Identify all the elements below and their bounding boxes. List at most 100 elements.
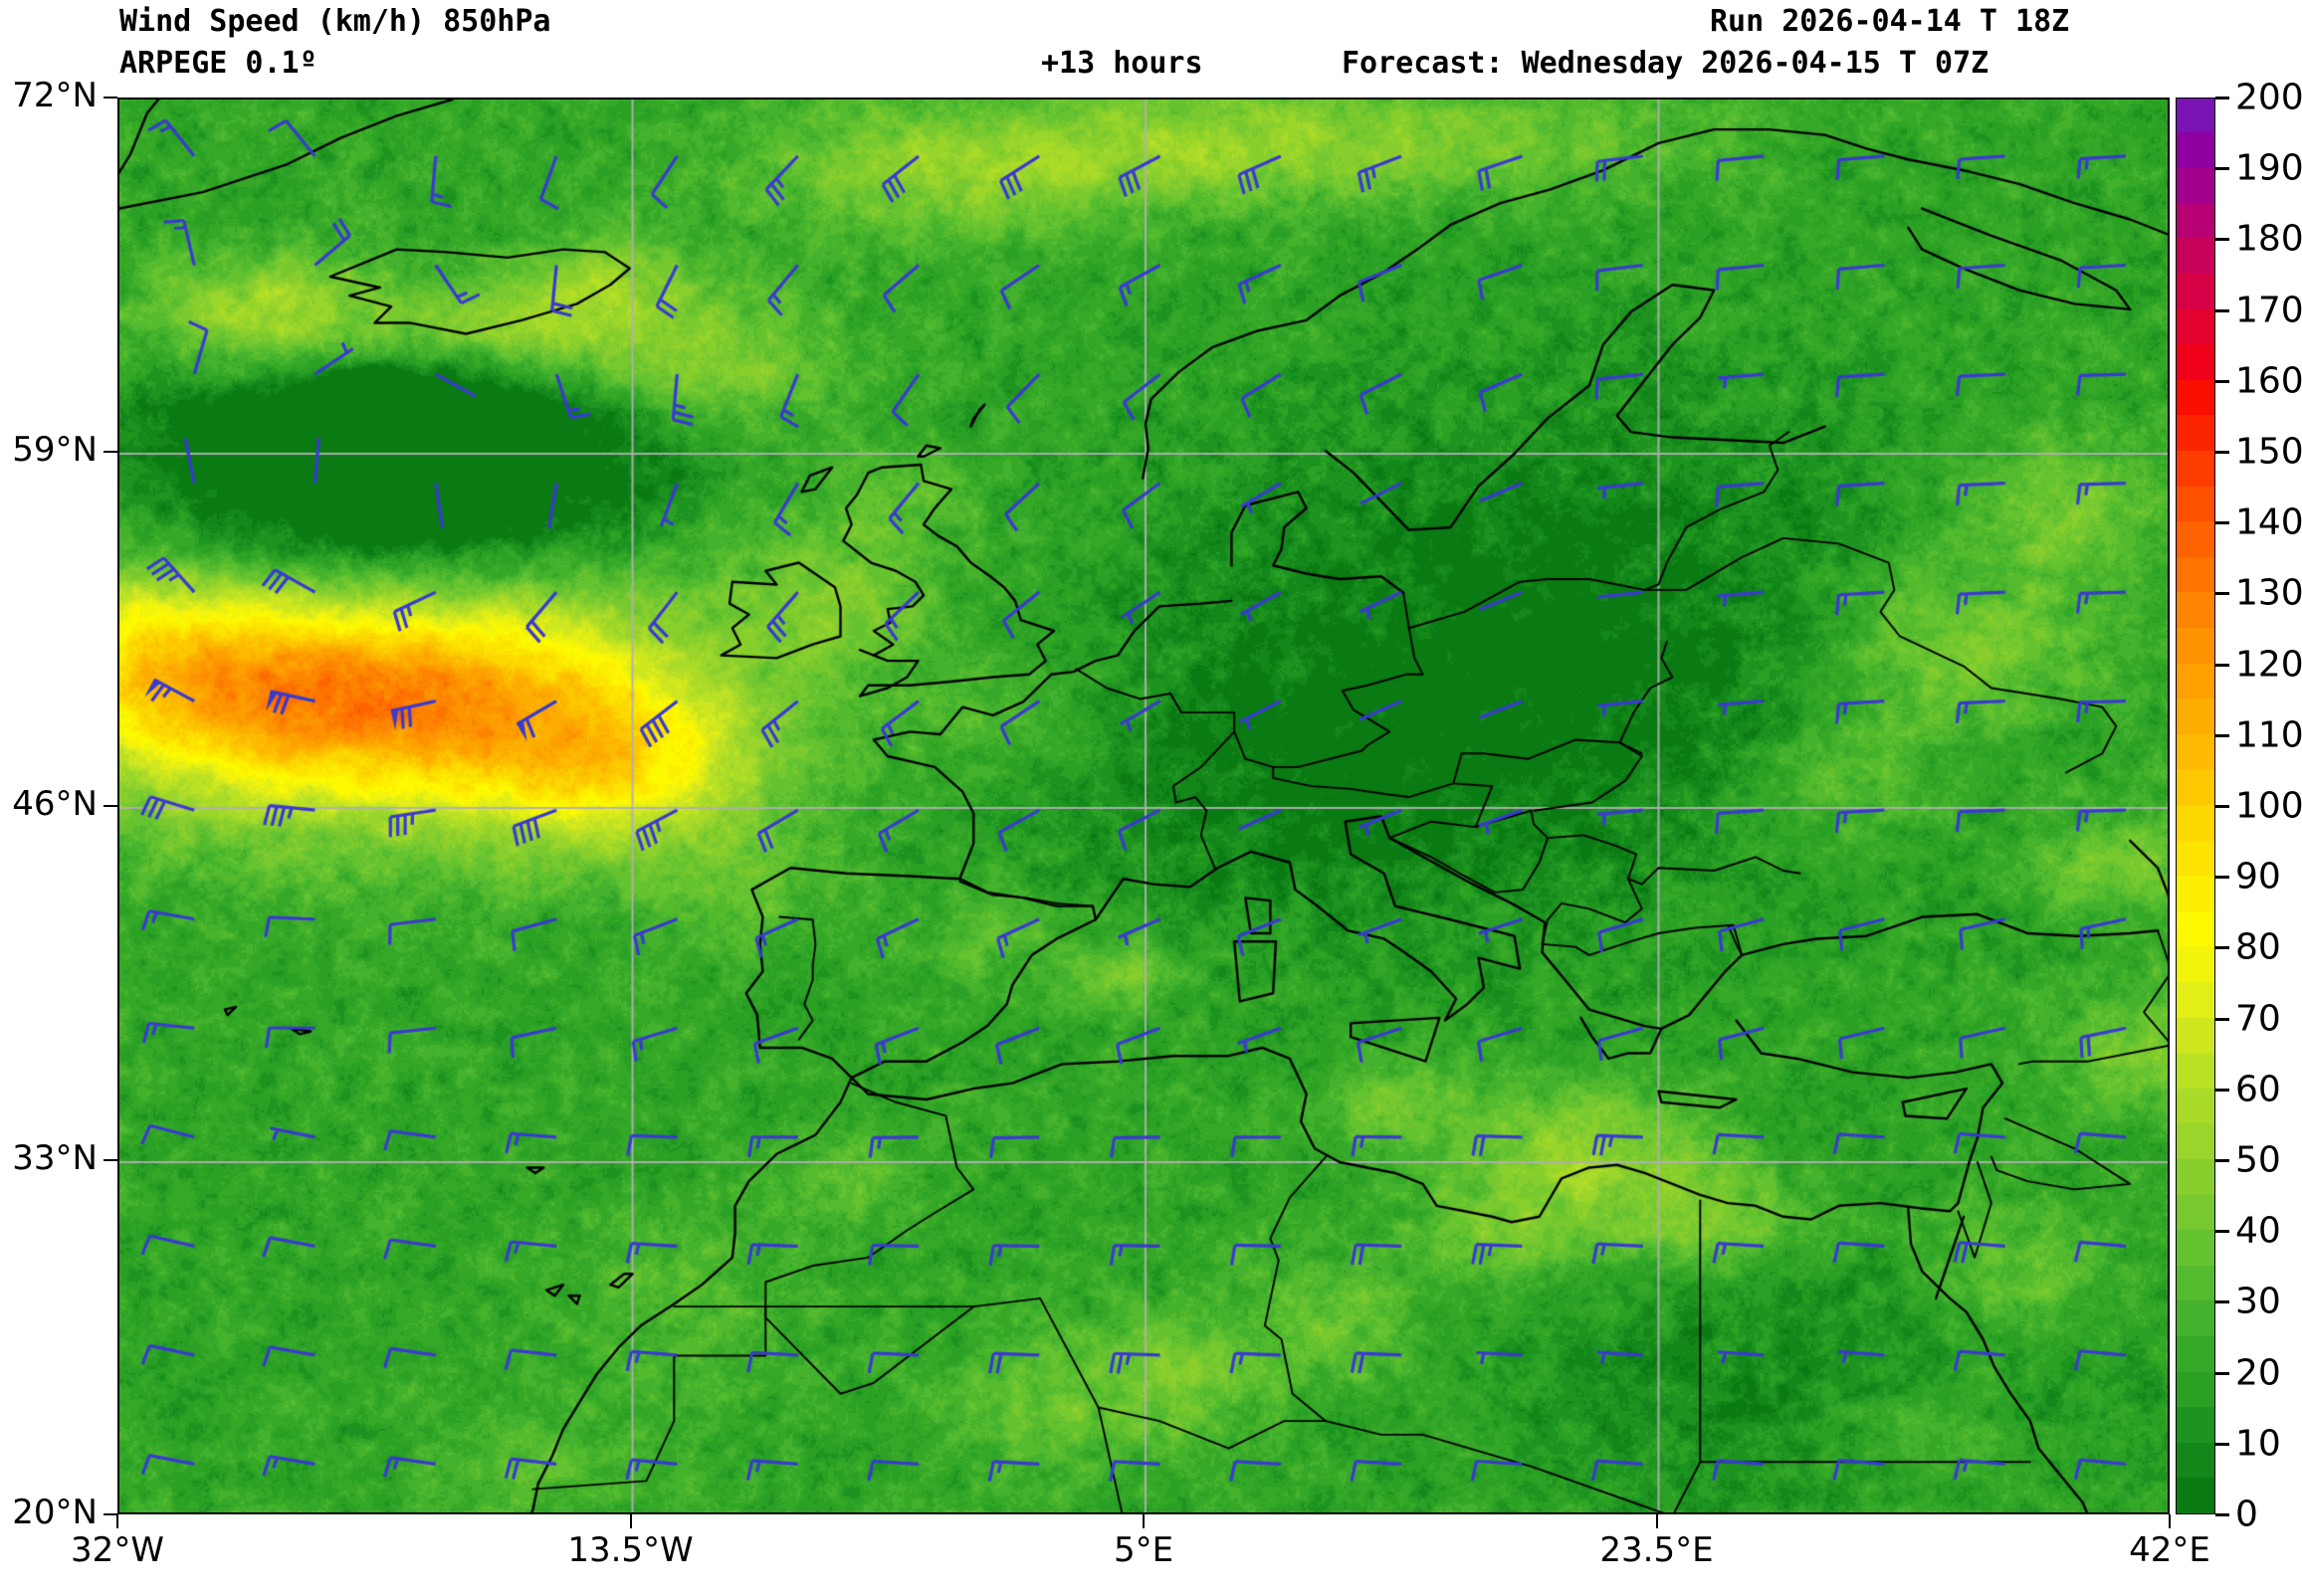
colorbar-tick-label: 110 <box>2235 714 2302 756</box>
colorbar-tick-label: 150 <box>2235 431 2302 473</box>
colorbar-tick <box>2215 733 2229 737</box>
colorbar-band <box>2177 484 2214 522</box>
colorbar-band <box>2177 1263 2214 1301</box>
longitude-tick-label: 13.5°W <box>567 1530 694 1570</box>
colorbar-tick-label: 20 <box>2235 1352 2281 1394</box>
colorbar-band <box>2177 306 2214 345</box>
colorbar-tick <box>2215 238 2229 242</box>
colorbar-tick-label: 180 <box>2235 218 2302 260</box>
colorbar-tick <box>2215 1017 2229 1021</box>
latitude-tick <box>104 451 117 453</box>
colorbar-band <box>2177 802 2214 841</box>
colorbar-tick <box>2215 1513 2229 1516</box>
colorbar-band <box>2177 589 2214 628</box>
colorbar-band <box>2177 235 2214 274</box>
colorbar-band <box>2177 873 2214 911</box>
colorbar-tick-label: 10 <box>2235 1423 2281 1465</box>
colorbar-band <box>2177 838 2214 877</box>
colorbar-tick-label: 190 <box>2235 147 2302 189</box>
map-plot-area <box>117 98 2170 1514</box>
latitude-tick-label: 33°N <box>12 1138 98 1178</box>
colorbar-band <box>2177 1297 2214 1336</box>
colorbar-band <box>2177 1015 2214 1054</box>
longitude-tick <box>1143 1514 1145 1528</box>
colorbar-tick <box>2215 663 2229 667</box>
longitude-tick-label: 5°E <box>1113 1530 1174 1570</box>
longitude-tick-label: 42°E <box>2129 1530 2210 1570</box>
latitude-tick <box>104 97 117 99</box>
colorbar-tick-label: 70 <box>2235 998 2281 1040</box>
colorbar-tick-label: 200 <box>2235 77 2302 118</box>
colorbar-tick <box>2215 167 2229 171</box>
colorbar-band <box>2177 1404 2214 1443</box>
colorbar-band <box>2177 341 2214 380</box>
latitude-tick-label: 20°N <box>12 1493 98 1532</box>
colorbar-tick <box>2215 876 2229 880</box>
colorbar-tick <box>2215 379 2229 383</box>
colorbar-band <box>2177 625 2214 664</box>
colorbar-tick <box>2215 1088 2229 1092</box>
colorbar-band <box>2177 518 2214 557</box>
colorbar-band <box>2177 1369 2214 1408</box>
colorbar-tick <box>2215 1371 2229 1375</box>
model-label: ARPEGE 0.1º <box>119 46 317 81</box>
colorbar-tick <box>2215 308 2229 312</box>
colorbar-tick <box>2215 805 2229 808</box>
colorbar-tick-label: 50 <box>2235 1139 2281 1181</box>
colorbar-tick-label: 140 <box>2235 501 2302 543</box>
colorbar-tick <box>2215 1300 2229 1304</box>
colorbar-band <box>2177 1475 2214 1513</box>
colorbar-tick <box>2215 946 2229 950</box>
colorbar-tick-label: 100 <box>2235 785 2302 827</box>
latitude-tick-label: 46°N <box>12 784 98 824</box>
colorbar-tick-label: 90 <box>2235 856 2281 898</box>
colorbar-band <box>2177 129 2214 168</box>
wind-speed-heatmap-canvas <box>119 100 2168 1512</box>
colorbar-band <box>2177 1192 2214 1231</box>
colorbar-band <box>2177 200 2214 239</box>
colorbar-band <box>2177 943 2214 982</box>
longitude-tick-label: 23.5°E <box>1599 1530 1714 1570</box>
colorbar-band <box>2177 377 2214 416</box>
colorbar-tick-label: 170 <box>2235 290 2302 331</box>
longitude-tick <box>629 1514 632 1528</box>
lead-time-label: +13 hours <box>1041 46 1203 81</box>
latitude-tick <box>104 1159 117 1161</box>
colorbar-tick <box>2215 1230 2229 1234</box>
colorbar-tick-label: 30 <box>2235 1281 2281 1322</box>
colorbar-band <box>2177 271 2214 309</box>
longitude-tick <box>2169 1514 2171 1528</box>
colorbar-band <box>2177 99 2214 132</box>
colorbar-tick-label: 0 <box>2235 1494 2258 1535</box>
latitude-tick <box>104 805 117 807</box>
colorbar-tick <box>2215 592 2229 596</box>
latitude-tick-label: 59°N <box>12 430 98 470</box>
colorbar-band <box>2177 979 2214 1018</box>
run-time-label: Run 2026-04-14 T 18Z <box>1710 4 2070 39</box>
colorbar <box>2176 98 2215 1514</box>
colorbar-band <box>2177 1440 2214 1479</box>
longitude-tick-label: 32°W <box>71 1530 164 1570</box>
colorbar-band <box>2177 448 2214 487</box>
colorbar-band <box>2177 1120 2214 1159</box>
colorbar-band <box>2177 164 2214 203</box>
latitude-tick <box>104 1513 117 1515</box>
colorbar-tick <box>2215 1442 2229 1446</box>
colorbar-band <box>2177 1227 2214 1266</box>
colorbar-band <box>2177 696 2214 734</box>
colorbar-tick-label: 120 <box>2235 644 2302 686</box>
colorbar-tick-label: 130 <box>2235 572 2302 614</box>
colorbar-tick-label: 160 <box>2235 360 2302 402</box>
colorbar-tick-label: 40 <box>2235 1210 2281 1252</box>
latitude-tick-label: 72°N <box>12 76 98 115</box>
colorbar-tick <box>2215 451 2229 454</box>
colorbar-band <box>2177 554 2214 593</box>
colorbar-band <box>2177 908 2214 947</box>
colorbar-band <box>2177 1086 2214 1124</box>
colorbar-band <box>2177 731 2214 770</box>
colorbar-band <box>2177 661 2214 699</box>
page-title: Wind Speed (km/h) 850hPa <box>119 4 551 39</box>
colorbar-band <box>2177 766 2214 805</box>
longitude-tick <box>1655 1514 1658 1528</box>
